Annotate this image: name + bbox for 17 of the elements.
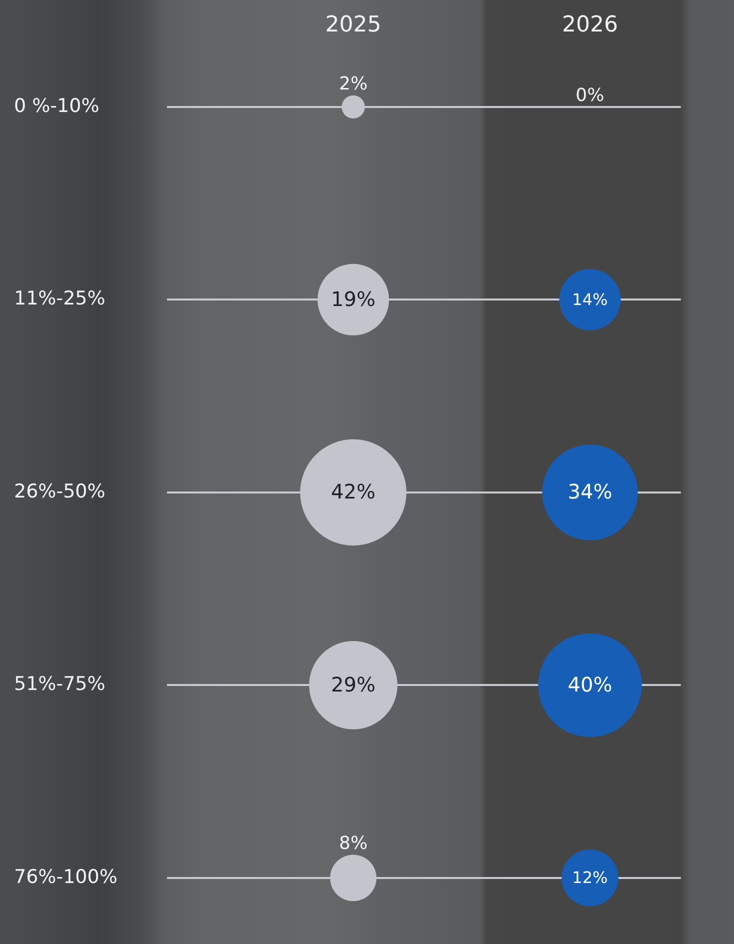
data-label: 42% [331,480,376,504]
data-label: 14% [572,290,608,309]
data-label: 40% [568,672,612,696]
data-label: 2% [338,73,368,94]
category-label: 11%-25% [14,288,106,310]
category-label: 26%-50% [14,480,106,502]
data-label: 34% [568,480,612,504]
data-label: 29% [331,672,376,696]
category-label: 76%-100% [14,866,118,888]
data-label: 12% [572,868,608,888]
data-label: 8% [338,832,368,854]
data-label: 19% [331,286,376,311]
category-label: 51%-75% [14,673,106,696]
category-label: 2025 [325,12,382,38]
category-label: 2026 [562,12,618,38]
category-label: 0 %-10% [14,94,100,117]
data-label: 0% [576,84,604,106]
